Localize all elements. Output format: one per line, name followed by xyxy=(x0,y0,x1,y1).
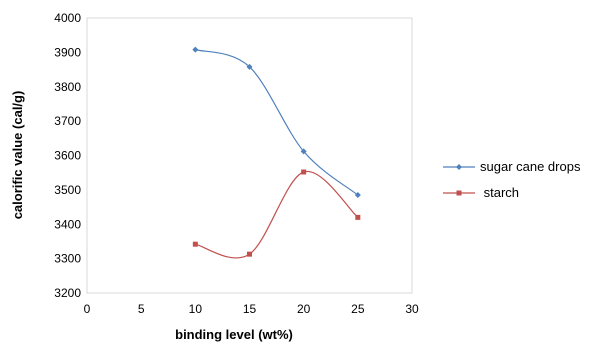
data-point-sugar-cane-drops xyxy=(354,192,361,199)
y-tick-label: 3500 xyxy=(54,183,81,197)
y-axis-title: calorific value (cal/g) xyxy=(10,91,25,220)
series-line-starch xyxy=(195,170,359,259)
data-point-starch xyxy=(355,214,361,220)
y-tick-label: 3800 xyxy=(54,80,81,94)
legend-label-starch: starch xyxy=(480,185,519,200)
data-point-starch xyxy=(192,241,198,247)
legend: sugar cane drops starch xyxy=(443,159,581,200)
data-point-starch xyxy=(301,169,307,175)
y-tick-label: 3400 xyxy=(54,217,81,231)
series-lines xyxy=(195,49,359,259)
x-tick-label: 15 xyxy=(243,302,257,316)
plot-area xyxy=(86,17,413,294)
legend-marker-starch xyxy=(456,190,462,196)
legend-label-sugar-cane-drops: sugar cane drops xyxy=(480,159,581,174)
y-tick-label: 3900 xyxy=(54,45,81,59)
series-markers xyxy=(192,46,361,257)
data-point-sugar-cane-drops xyxy=(192,46,199,53)
x-tick-label: 20 xyxy=(297,302,311,316)
x-tick-label: 25 xyxy=(351,302,365,316)
x-tick-label: 0 xyxy=(84,302,91,316)
legend-marker-sugar-cane-drops xyxy=(456,164,462,170)
axes: 3200 3300 3400 3500 3600 3700 3800 3900 4000 0 5 10… xyxy=(54,11,419,316)
x-tick-label: 10 xyxy=(189,302,203,316)
data-point-starch xyxy=(247,251,252,257)
series-line-sugar-cane-drops xyxy=(195,49,359,196)
x-tick-label: 5 xyxy=(138,302,145,316)
x-tick-label: 30 xyxy=(405,302,419,316)
y-tick-label: 3200 xyxy=(54,286,81,300)
y-tick-label: 3700 xyxy=(54,114,81,128)
y-tick-label: 3300 xyxy=(54,252,81,266)
x-axis-title: binding level (wt%) xyxy=(175,327,293,342)
y-tick-label: 3600 xyxy=(54,149,81,163)
data-point-sugar-cane-drops xyxy=(246,63,253,70)
y-tick-label: 4000 xyxy=(54,11,81,25)
data-point-sugar-cane-drops xyxy=(300,148,307,155)
plot-area-border xyxy=(86,17,413,294)
